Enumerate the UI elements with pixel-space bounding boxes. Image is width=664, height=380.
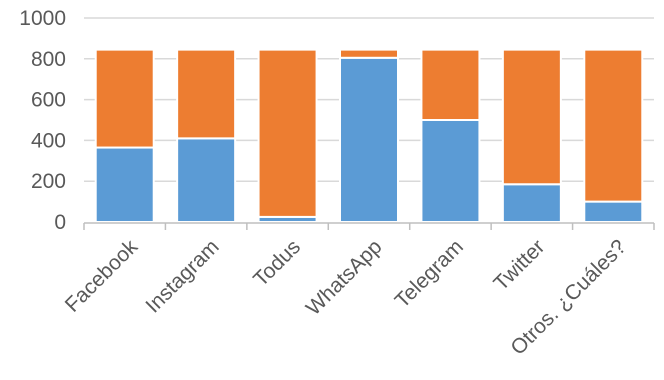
bar-segment-series1-otros-cu-les <box>583 200 644 224</box>
y-tick-label: 1000 <box>19 7 66 30</box>
x-category-label: WhatsApp <box>302 235 387 320</box>
x-category-label: Instagram <box>141 235 223 317</box>
x-category-label: Twitter <box>489 235 549 295</box>
bars <box>94 48 644 224</box>
bar-segment-series2-otros-cu-les <box>583 48 644 203</box>
bar-segment-series2-instagram <box>176 48 237 140</box>
bar-segment-series1-whatsapp <box>339 56 399 223</box>
bar-segment-series1-instagram <box>176 137 237 223</box>
y-tick-label: 600 <box>31 89 66 112</box>
x-axis <box>83 222 655 230</box>
x-category-label: Facebook <box>61 235 143 317</box>
bar-segment-series2-facebook <box>94 48 155 149</box>
bar-segment-series1-twitter <box>501 183 562 223</box>
y-axis-tick-labels: 0 200 400 600 800 1000 <box>19 7 66 234</box>
bar-segment-series2-telegram <box>420 48 481 121</box>
y-tick-label: 0 <box>54 211 66 234</box>
bar-segment-series2-whatsapp <box>339 48 399 59</box>
x-category-label: Telegram <box>391 235 468 312</box>
bar-segment-series1-telegram <box>420 119 481 223</box>
bar-segment-series2-twitter <box>501 48 562 186</box>
bar-segment-series2-todus <box>257 48 318 218</box>
x-category-label: Todus <box>249 235 305 291</box>
y-tick-label: 400 <box>31 129 66 152</box>
y-tick-label: 800 <box>31 48 66 71</box>
bar-segment-series1-facebook <box>94 146 155 223</box>
y-tick-label: 200 <box>31 170 66 193</box>
